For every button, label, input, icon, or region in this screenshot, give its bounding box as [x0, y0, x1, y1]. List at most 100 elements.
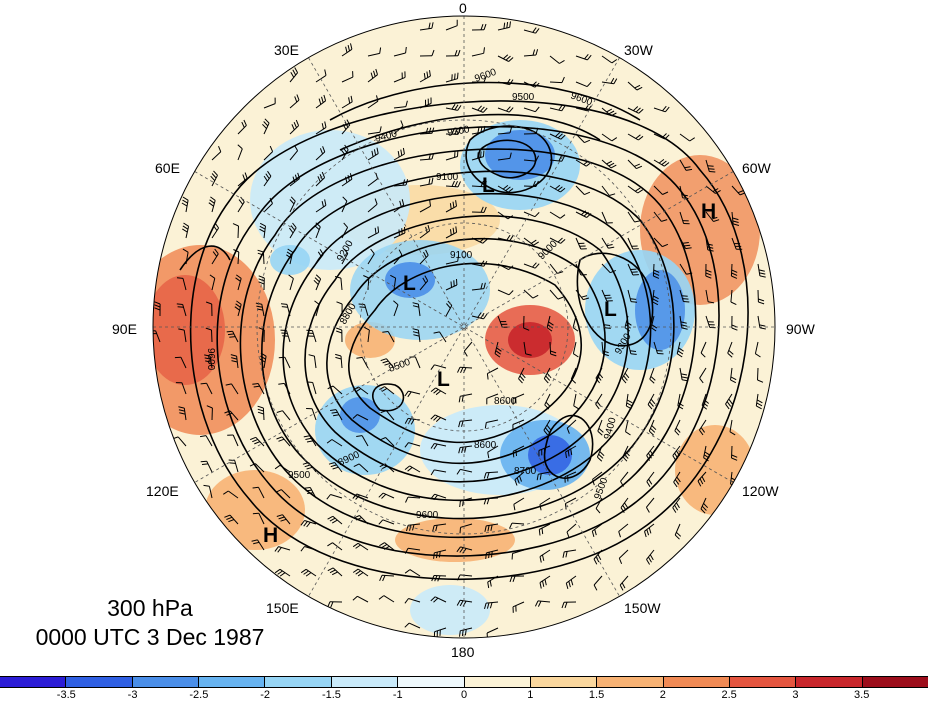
- wind-barb-feather: [606, 244, 613, 247]
- wind-barb-feather: [431, 177, 434, 184]
- wind-barb-feather: [480, 24, 484, 30]
- wind-barb-feather: [294, 145, 299, 151]
- wind-barb-feather: [568, 581, 571, 588]
- wind-barb: [649, 367, 655, 380]
- wind-barb-feather: [344, 144, 349, 151]
- wind-barb: [564, 471, 577, 478]
- wind-barb: [367, 52, 380, 57]
- wind-barb-feather: [507, 215, 514, 220]
- wind-barb-feather: [477, 127, 480, 134]
- wind-barb: [674, 419, 681, 432]
- wind-barb: [727, 341, 733, 354]
- wind-barb-feather: [483, 181, 487, 187]
- wind-barb-feather: [218, 146, 222, 152]
- wind-barb: [512, 393, 525, 400]
- wind-barb-feather: [757, 379, 764, 383]
- wind-barb: [514, 471, 525, 481]
- wind-barb-feather: [611, 59, 618, 64]
- wind-barb-feather: [706, 243, 713, 246]
- wind-barb: [393, 254, 403, 265]
- wind-barb-feather: [535, 155, 540, 162]
- wind-barb-feather: [489, 602, 493, 609]
- lon-label-0: 0: [459, 0, 467, 16]
- wind-barb: [460, 419, 473, 422]
- wind-barb-feather: [317, 251, 322, 258]
- wind-barb-feather: [290, 71, 295, 78]
- wind-barb-feather: [480, 260, 485, 266]
- wind-barb-feather: [681, 327, 688, 330]
- wind-barb-feather: [238, 199, 244, 205]
- wind-barb-feather: [489, 580, 492, 587]
- wind-barb-feather: [547, 324, 553, 329]
- wind-barb-feather: [712, 188, 719, 193]
- wind-barb: [679, 263, 687, 275]
- wind-barb-feather: [412, 524, 415, 531]
- wind-barb-feather: [327, 542, 333, 547]
- wind-barb: [757, 315, 761, 328]
- wind-barb: [646, 549, 655, 560]
- wind-barb-feather: [479, 237, 485, 243]
- wind-barb: [679, 133, 690, 142]
- wind-barb-feather: [650, 398, 656, 405]
- wind-barb-feather: [400, 149, 403, 156]
- wind-barb: [282, 514, 291, 525]
- colorbar-segment: [132, 677, 200, 687]
- wind-barb-feather: [525, 353, 532, 356]
- wind-barb-feather: [561, 105, 566, 112]
- wind-barb-feather: [303, 435, 310, 438]
- wind-barb: [367, 100, 379, 109]
- wind-barb: [650, 315, 655, 328]
- wind-barb-feather: [684, 166, 691, 169]
- wind-barb-feather: [731, 457, 738, 461]
- wind-barb-feather: [606, 160, 613, 165]
- wind-barb-feather: [405, 496, 409, 503]
- wind-barb-feather: [675, 427, 681, 433]
- wind-barb-feather: [637, 189, 644, 194]
- wind-barb: [439, 331, 447, 343]
- wind-barb-feather: [550, 353, 557, 357]
- wind-barb-feather: [321, 96, 324, 103]
- wind-barb-feather: [291, 124, 295, 130]
- wind-barb-feather: [178, 409, 185, 412]
- wind-barb-feather: [290, 196, 296, 202]
- wind-barb-feather: [705, 269, 712, 273]
- wind-barb-feather: [345, 46, 348, 53]
- wind-barb-feather: [381, 543, 388, 548]
- wind-barb-feather: [379, 437, 386, 441]
- wind-barb: [185, 226, 190, 239]
- wind-barb-feather: [328, 462, 335, 465]
- wind-barb: [497, 263, 509, 271]
- wind-barb: [393, 232, 406, 239]
- wind-barb-feather: [705, 275, 712, 279]
- wind-barb-feather: [613, 78, 618, 85]
- wind-barb-feather: [484, 602, 487, 610]
- colorbar-tick-label: -3.5: [56, 689, 76, 701]
- wind-barb: [419, 132, 433, 135]
- low-marker-3: L: [437, 368, 450, 391]
- wind-barb-feather: [621, 582, 626, 589]
- wind-barb: [564, 549, 577, 553]
- wind-barb-feather: [206, 405, 213, 409]
- wind-barb: [618, 523, 629, 532]
- wind-barb-feather: [454, 128, 458, 135]
- wind-barb-feather: [177, 306, 184, 308]
- wind-barb: [419, 254, 429, 265]
- wind-barb-feather: [681, 376, 688, 379]
- wind-barb: [340, 278, 343, 291]
- wind-barb-feather: [560, 134, 566, 140]
- wind-barb-feather: [512, 576, 516, 582]
- wind-barb: [699, 367, 707, 379]
- wind-barb-feather: [225, 383, 232, 386]
- wind-barb: [627, 289, 632, 302]
- colorbar-tick-label: -1: [392, 689, 403, 701]
- wind-barb: [289, 99, 300, 109]
- wind-barb-feather: [662, 243, 669, 248]
- wind-barb: [384, 386, 395, 395]
- wind-barb: [356, 493, 369, 499]
- wind-barb: [279, 464, 291, 473]
- wind-barb: [485, 471, 499, 474]
- wind-barb: [445, 156, 458, 161]
- wind-barb-feather: [306, 466, 313, 470]
- wind-barb-feather: [242, 174, 246, 181]
- wind-barb-feather: [480, 312, 485, 319]
